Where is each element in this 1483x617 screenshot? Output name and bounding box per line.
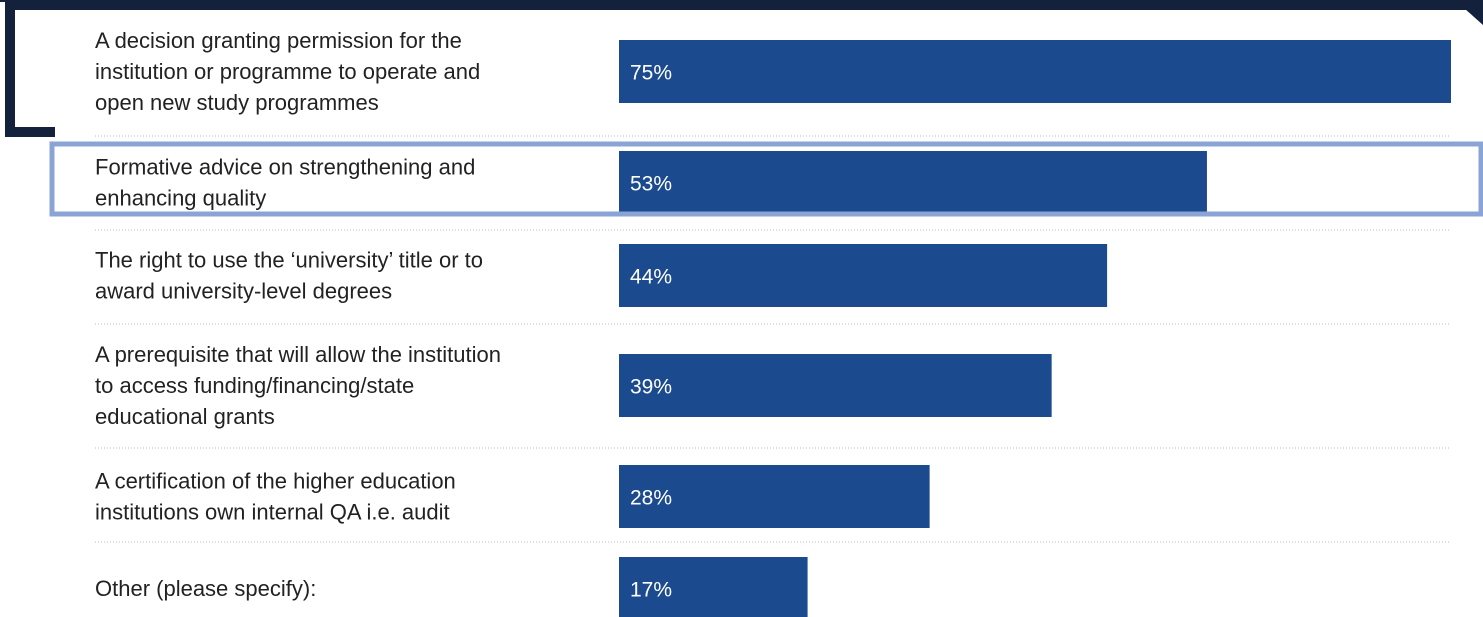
dark-highlight-frame bbox=[5, 0, 1478, 137]
category-label: Formative advice on strengthening and enh… bbox=[95, 155, 475, 211]
category-label: The right to use the ‘university’ title … bbox=[95, 248, 483, 304]
bar-value-label: 39% bbox=[630, 376, 672, 399]
bar bbox=[619, 244, 1108, 307]
category-label: A prerequisite that will allow the insti… bbox=[95, 342, 501, 429]
category-label: A certification of the higher education i… bbox=[95, 469, 456, 525]
bar-value-label: 28% bbox=[630, 487, 672, 510]
row-separators bbox=[95, 135, 1451, 543]
bar-value-label: 44% bbox=[630, 266, 672, 289]
highlight-overlays bbox=[0, 0, 1483, 217]
bar bbox=[619, 151, 1207, 214]
category-label: Other (please specify): bbox=[95, 576, 316, 601]
bar-value-label: 75% bbox=[630, 62, 672, 85]
category-labels: A decision granting permission for the in… bbox=[95, 28, 501, 601]
bars-group: 75% 53% 44% 39% 28% 17% bbox=[619, 40, 1451, 617]
dark-frame-corner bbox=[1455, 0, 1483, 25]
bar bbox=[619, 465, 930, 528]
category-label: A decision granting permission for the in… bbox=[95, 28, 480, 115]
bar bbox=[619, 40, 1451, 103]
bar bbox=[619, 354, 1052, 417]
bar-value-label: 53% bbox=[630, 173, 672, 196]
bar-value-label: 17% bbox=[630, 579, 672, 602]
bar bbox=[619, 557, 808, 617]
dark-frame-top-edge bbox=[0, 0, 1483, 2]
light-highlight-frame bbox=[49, 141, 1483, 217]
